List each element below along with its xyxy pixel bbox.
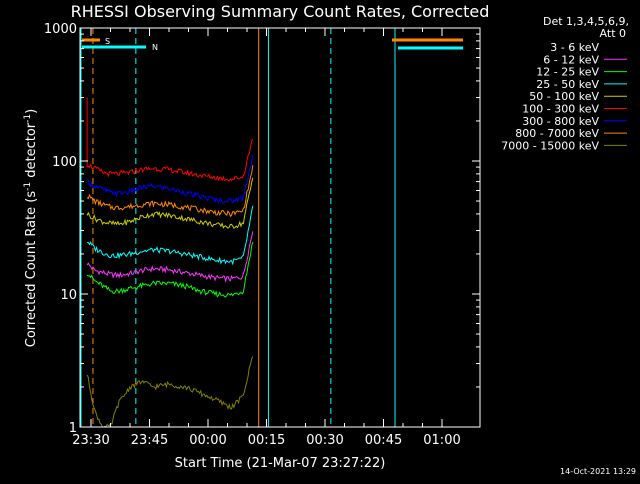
flag-bars: SN: [82, 37, 463, 52]
legend-entry-label: 100 - 300 keV: [522, 103, 599, 116]
series-line: [87, 138, 254, 182]
footer-date: 14-Oct-2021 13:29: [560, 467, 636, 476]
series-line: [86, 231, 254, 283]
y-tick-label: 10: [60, 288, 77, 303]
x-axis-label: Start Time (21-Mar-07 23:27:22): [175, 456, 386, 471]
series-line: [86, 177, 254, 229]
legend-entry-label: 300 - 800 keV: [522, 115, 599, 128]
x-tick-label: 00:00: [189, 433, 226, 448]
flag-label-s: S: [105, 37, 110, 46]
y-tick-label: 1000: [44, 22, 77, 37]
x-tick-label: 01:00: [423, 433, 460, 448]
x-tick-label: 00:30: [306, 433, 343, 448]
vertical-markers: [80, 28, 396, 427]
series-line: [86, 242, 254, 298]
series-line: [86, 284, 254, 349]
legend-entry-label: 12 - 25 keV: [536, 66, 599, 79]
legend-entry-label: 7000 - 15000 keV: [501, 139, 599, 152]
series-line: [86, 205, 254, 266]
series-lines: [86, 97, 254, 428]
x-tick-label: 23:45: [131, 433, 168, 448]
legend-header-line2: Att 0: [600, 27, 626, 40]
series-line: [86, 154, 254, 204]
y-axis-label: Corrected Count Rate (s-1 detector-1): [23, 109, 39, 347]
axes: 23:30 23:45 00:00 00:15 00:30 00:45 01:00 1 10 10…: [44, 22, 481, 448]
legend-entry-label: 6 - 12 keV: [543, 53, 599, 66]
series-line: [86, 356, 254, 428]
legend-entry-label: 800 - 7000 keV: [515, 127, 599, 140]
x-tick-label: 00:15: [248, 433, 285, 448]
legend-entry-label: 3 - 6 keV: [550, 41, 599, 54]
x-tick-label: 23:30: [72, 433, 109, 448]
x-tick-label: 00:45: [365, 433, 402, 448]
y-tick-label: 1: [69, 421, 77, 436]
legend-entry-label: 50 - 100 keV: [529, 90, 599, 103]
plot-frame: [79, 27, 481, 428]
series-line: [86, 165, 254, 218]
y-tick-label: 100: [52, 155, 77, 170]
flag-label-n: N: [152, 43, 158, 52]
legend-entry-label: 25 - 50 keV: [536, 78, 599, 91]
chart-title: RHESSI Observing Summary Count Rates, Co…: [71, 2, 490, 21]
legend-header-line1: Det 1,3,4,5,6,9,: [543, 15, 629, 28]
